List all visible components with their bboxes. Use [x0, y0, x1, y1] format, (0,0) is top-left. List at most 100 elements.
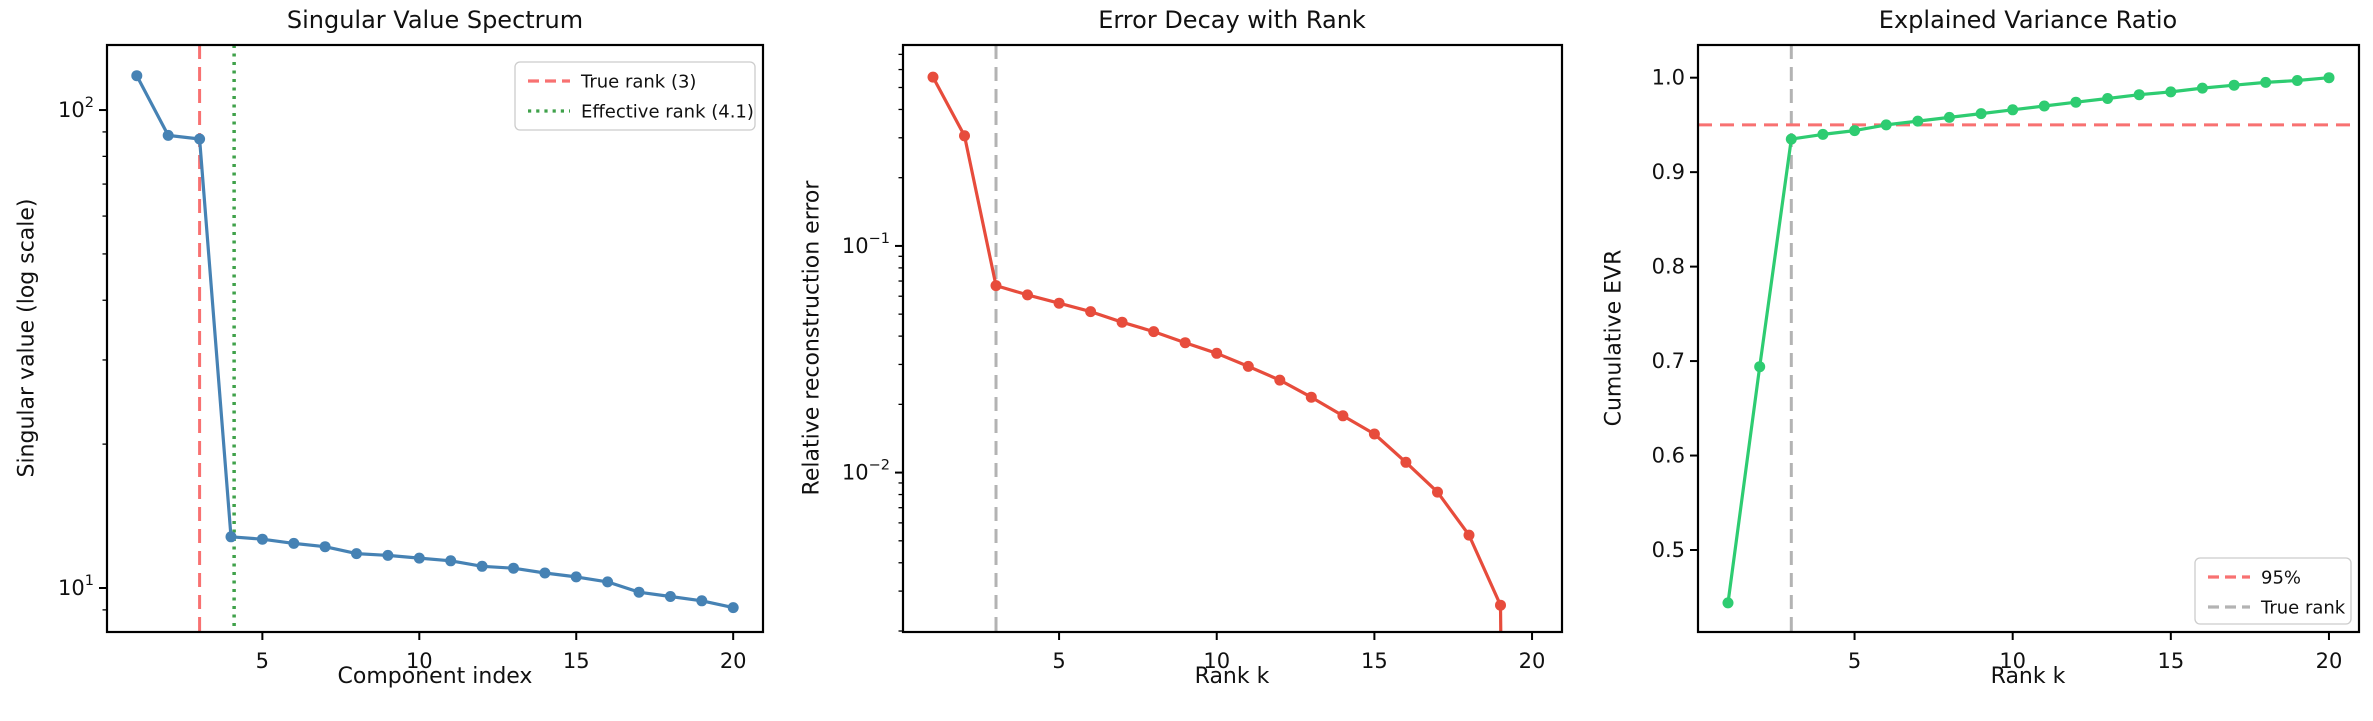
y-tick-label: 0.8 [1652, 255, 1685, 279]
data-point-marker [351, 548, 362, 560]
data-point-marker [131, 70, 143, 82]
data-point-marker [1368, 428, 1380, 440]
data-point-marker [1305, 391, 1317, 403]
legend-label: 95% [2261, 568, 2301, 589]
data-point-marker [319, 541, 331, 553]
data-point-marker [2228, 79, 2240, 91]
data-point-marker [1274, 374, 1286, 386]
x-tick-label: 10 [406, 649, 433, 673]
data-point-marker [382, 549, 394, 561]
plot2-ylabel: Relative reconstruction error [799, 180, 825, 496]
data-point-marker [2102, 93, 2114, 104]
series-line-singular-values [135, 74, 735, 610]
x-tick-label: 15 [1361, 649, 1388, 673]
data-point-marker [539, 567, 551, 579]
data-point-marker [194, 133, 206, 145]
y-tick-label: 10−1 [842, 231, 890, 258]
data-point-marker [1463, 529, 1475, 541]
data-point-marker [1975, 108, 1987, 120]
data-point-marker [2323, 72, 2335, 84]
data-point-marker [2007, 104, 2019, 116]
axes-frame [105, 43, 765, 634]
data-point-marker [288, 537, 300, 549]
series-markers-cumulative-evr [1722, 72, 2335, 609]
plot-explained-variance-ratio: 5 10 15 20 0.5 0.6 0.7 0.8 0.9 1.0 95% True rank [1652, 43, 2361, 673]
data-point-marker [508, 562, 519, 574]
data-point-marker [1785, 133, 1797, 145]
legend: 95% True rank [2194, 557, 2352, 625]
series-markers-singular-values [131, 70, 739, 614]
plot1-xlabel: Component index [337, 664, 533, 689]
data-point-marker [1880, 119, 1892, 131]
legend-label: True rank [2260, 598, 2346, 619]
data-point-marker [162, 129, 174, 141]
data-point-marker [2133, 89, 2145, 101]
y-tick-label: 101 [58, 573, 94, 600]
y-tick-label: 1.0 [1652, 66, 1685, 90]
legend-label: True rank (3) [580, 72, 696, 93]
legend-box [514, 61, 756, 131]
plot-singular-value-spectrum: 5 10 15 20 101 102 True rank (3) Effective rank… [58, 43, 765, 673]
data-point-marker [445, 555, 457, 567]
data-point-marker [1116, 316, 1128, 328]
x-tick-label: 10 [1203, 649, 1230, 673]
data-point-marker [1432, 486, 1443, 498]
axes-frame [1696, 43, 2361, 634]
data-point-marker [727, 602, 739, 614]
y-tick-label: 10−2 [842, 458, 890, 485]
data-point-marker [633, 586, 645, 598]
data-point-marker [1211, 347, 1223, 359]
plot-error-decay-with-rank: 5 10 15 20 10−2 10−1 [842, 43, 1564, 673]
data-point-marker [1053, 297, 1065, 309]
data-point-marker [1148, 326, 1160, 338]
data-point-marker [476, 560, 488, 572]
plot1-title: Singular Value Spectrum [286, 6, 584, 34]
data-point-marker [2260, 76, 2272, 88]
data-point-marker [1754, 361, 1766, 373]
plot2-xlabel: Rank k [1194, 664, 1270, 689]
data-point-marker [1337, 410, 1349, 422]
series-line-cumulative-evr [1726, 76, 2331, 605]
data-point-marker [927, 71, 939, 83]
data-point-marker [2291, 75, 2303, 86]
data-point-marker [1849, 125, 1861, 137]
data-point-marker [696, 595, 708, 607]
y-tick-label: 0.6 [1652, 444, 1685, 468]
legend: True rank (3) Effective rank (4.1) [514, 61, 756, 131]
x-tick-label: 20 [720, 649, 747, 673]
series-line-relative-error [931, 75, 1503, 632]
data-point-marker [602, 576, 614, 588]
data-point-marker [2070, 96, 2082, 108]
x-tick-label: 5 [1848, 649, 1861, 673]
x-tick-label: 5 [256, 649, 269, 673]
x-tick-label: 5 [1052, 649, 1065, 673]
data-point-marker [1179, 337, 1191, 349]
series-markers-relative-error [927, 71, 1506, 611]
y-tick-label: 102 [58, 95, 94, 122]
data-point-marker [2165, 86, 2177, 98]
y-tick-label: 0.7 [1652, 349, 1685, 373]
data-point-marker [413, 552, 425, 564]
x-tick-label: 10 [1999, 649, 2026, 673]
data-point-marker [1242, 360, 1254, 372]
data-point-marker [664, 591, 676, 602]
data-point-marker [1495, 599, 1506, 611]
plot3-xlabel: Rank k [1990, 664, 2066, 689]
plot2-title: Error Decay with Rank [1098, 6, 1366, 34]
data-point-marker [1817, 128, 1829, 140]
y-tick-label: 0.5 [1652, 538, 1685, 562]
data-point-marker [1912, 115, 1924, 127]
x-tick-label: 20 [1519, 649, 1546, 673]
data-point-marker [959, 130, 970, 142]
data-point-marker [990, 280, 1002, 292]
axes-frame [901, 43, 1564, 634]
data-point-marker [1022, 289, 1033, 301]
plot1-ylabel: Singular value (log scale) [14, 198, 40, 478]
data-point-marker [2038, 100, 2050, 112]
x-tick-label: 15 [563, 649, 590, 673]
plot3-title: Explained Variance Ratio [1878, 6, 2178, 34]
legend-label: Effective rank (4.1) [581, 102, 754, 123]
data-point-marker [1400, 456, 1412, 468]
